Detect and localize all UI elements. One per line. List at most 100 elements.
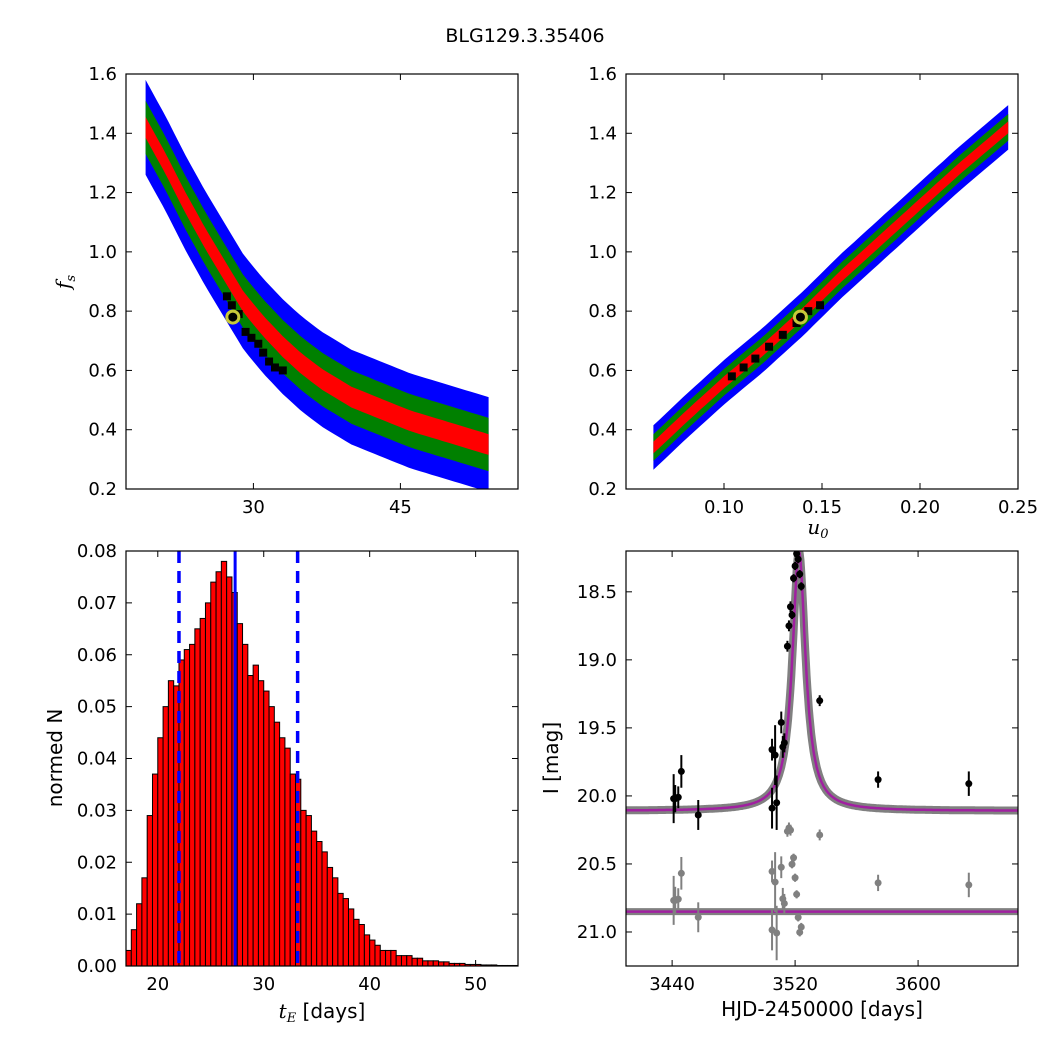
- histogram-bar: [432, 960, 440, 966]
- best-fit-marker: [792, 309, 808, 325]
- posterior-map-u0-fs: [653, 105, 1009, 470]
- y-tick-label: 19.0: [577, 650, 617, 671]
- posterior-map-tE-fs: [145, 79, 489, 489]
- histogram-bar: [305, 815, 312, 966]
- histogram-bar: [300, 809, 307, 966]
- histogram-bar: [136, 903, 143, 966]
- data-point: [786, 603, 794, 611]
- histogram-bar: [247, 675, 254, 966]
- histogram-bar: [337, 892, 344, 966]
- x-axis-label-tE: tE [days]: [279, 999, 366, 1026]
- histogram-bar: [167, 680, 175, 966]
- histogram-bar: [242, 643, 249, 966]
- best-sample-point: [222, 292, 231, 301]
- y-tick-label: 0.07: [77, 593, 117, 614]
- best-sample-point: [254, 339, 263, 348]
- y-tick-label: 0.6: [588, 360, 617, 381]
- histogram-bar: [438, 961, 445, 966]
- y-axis-label-normed-N: normed N: [43, 709, 67, 808]
- histogram-bar: [310, 830, 318, 966]
- residual-point: [794, 913, 802, 921]
- x-tick-label: 0.15: [802, 497, 842, 518]
- histogram-bar: [332, 877, 339, 966]
- residual-point: [694, 913, 702, 921]
- histogram-bar: [289, 773, 297, 966]
- data-point: [788, 611, 796, 619]
- histogram-bar: [126, 949, 132, 966]
- histogram-bar: [411, 957, 418, 966]
- histogram-bar: [422, 960, 429, 966]
- data-point: [797, 582, 805, 590]
- x-tick-label: 30: [252, 974, 275, 995]
- y-tick-label: 0.01: [77, 904, 117, 925]
- histogram-bar: [395, 955, 402, 966]
- residual-point: [768, 867, 776, 875]
- histogram-bar: [374, 944, 381, 966]
- y-tick-label: 1.6: [588, 64, 617, 85]
- data-point: [783, 642, 791, 650]
- y-tick-label: 0.02: [77, 852, 117, 873]
- y-tick-label: 21.0: [577, 922, 617, 943]
- histogram-bar: [390, 949, 397, 966]
- y-tick-label: 0.06: [77, 645, 117, 666]
- sigma3-region: [145, 79, 489, 489]
- y-tick-label: 0.6: [88, 360, 117, 381]
- y-tick-label: 1.2: [588, 183, 617, 204]
- best-sample-point: [278, 366, 287, 375]
- y-tick-label: 1.4: [88, 123, 117, 144]
- data-point: [785, 622, 793, 630]
- residual-point: [816, 831, 824, 839]
- histogram-bar: [162, 706, 169, 966]
- histogram-bar: [400, 955, 408, 966]
- axes-ticks-tE-fs: 30 45 0.2 0.4 0.6 0.8 1.0 1.2 1.4 1.6: [88, 64, 518, 518]
- x-tick-label: 3440: [649, 974, 695, 995]
- histogram-bar: [236, 623, 244, 966]
- histogram-bar: [279, 737, 286, 966]
- histogram-bar: [157, 737, 164, 966]
- histogram-bar: [321, 851, 328, 966]
- y-tick-label: 0.03: [77, 800, 117, 821]
- y-tick-label: 19.5: [577, 718, 617, 739]
- histogram-bar: [141, 877, 148, 966]
- histogram-bar: [379, 949, 387, 966]
- histogram-bar: [363, 934, 371, 966]
- data-point: [965, 780, 973, 788]
- y-tick-label: 0.2: [588, 479, 617, 500]
- x-tick-label: 0.20: [900, 497, 940, 518]
- histogram-bar: [427, 960, 434, 966]
- axes-frame-histogram: [125, 550, 519, 967]
- y-tick-label: 0.05: [77, 697, 117, 718]
- data-point: [677, 767, 685, 775]
- x-tick-label: 3600: [895, 974, 941, 995]
- panel-top-left: 30 45 0.2 0.4 0.6 0.8 1.0 1.2 1.4 1.6 fs: [51, 64, 519, 518]
- histogram-bar: [226, 576, 233, 966]
- histogram-bar: [406, 955, 413, 966]
- x-tick-label: 20: [146, 974, 169, 995]
- data-point: [768, 746, 776, 754]
- histogram-bar: [342, 898, 349, 966]
- light-curve: [626, 551, 1018, 961]
- data-point: [796, 570, 804, 578]
- data-point: [674, 793, 682, 801]
- histogram-bar: [416, 957, 424, 966]
- data-point: [816, 697, 824, 705]
- best-sample-point: [778, 330, 787, 339]
- y-tick-label: 0.2: [88, 479, 117, 500]
- x-tick-label: 50: [464, 974, 487, 995]
- data-point: [791, 562, 799, 570]
- histogram-bar: [369, 939, 376, 966]
- residual-point: [771, 878, 779, 886]
- histogram-bar: [220, 560, 228, 966]
- y-tick-label: 0.8: [88, 301, 117, 322]
- y-tick-label: 18.5: [577, 582, 617, 603]
- x-tick-label: 45: [389, 497, 412, 518]
- residual-point: [790, 854, 798, 862]
- data-point: [768, 804, 776, 812]
- panel-bottom-right: 3440 3520 3600 18.5 19.0 19.5 20.0 20.5 21.0 HJD…: [539, 550, 1019, 1021]
- x-tick-label: 0.25: [998, 497, 1038, 518]
- histogram-bar: [385, 949, 392, 966]
- best-sample-point: [816, 301, 825, 310]
- data-point: [694, 811, 702, 819]
- y-tick-label: 1.6: [88, 64, 117, 85]
